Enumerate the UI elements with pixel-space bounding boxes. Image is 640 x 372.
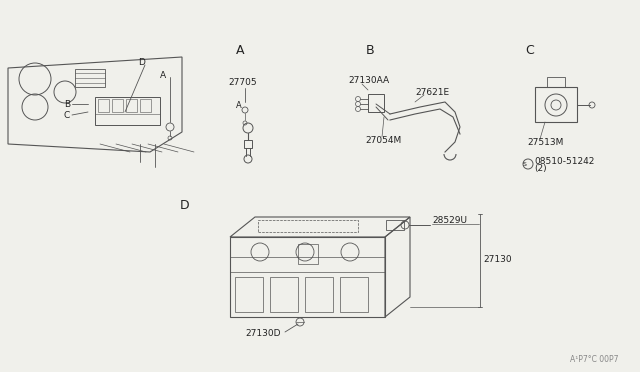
Bar — [270, 277, 298, 312]
Text: B: B — [365, 44, 374, 57]
Bar — [258, 220, 358, 232]
Bar — [98, 99, 109, 112]
Text: 28529U: 28529U — [432, 215, 467, 224]
Bar — [112, 99, 123, 112]
Text: D: D — [180, 199, 190, 212]
Text: 27130D: 27130D — [245, 330, 280, 339]
Bar — [535, 87, 577, 122]
Bar — [386, 220, 404, 230]
Bar — [95, 97, 160, 125]
Text: S: S — [523, 161, 527, 167]
Text: 27513M: 27513M — [527, 138, 563, 147]
Bar — [235, 277, 263, 312]
Bar — [298, 244, 318, 264]
Text: D: D — [138, 58, 145, 67]
Text: 27130: 27130 — [483, 256, 511, 264]
Text: C: C — [525, 44, 534, 57]
Bar — [244, 140, 252, 148]
Text: B: B — [64, 99, 70, 109]
Text: (2): (2) — [534, 164, 547, 173]
Bar — [305, 277, 333, 312]
Text: A: A — [236, 100, 242, 109]
Text: 27621E: 27621E — [415, 87, 449, 96]
Text: A: A — [160, 71, 166, 80]
Bar — [140, 99, 151, 112]
Bar — [340, 277, 368, 312]
Text: C: C — [64, 110, 70, 119]
Text: A: A — [236, 44, 244, 57]
Bar — [230, 237, 385, 317]
Bar — [75, 69, 105, 87]
Text: A¹P7°C 00P7: A¹P7°C 00P7 — [570, 356, 618, 365]
Text: 27130AA: 27130AA — [348, 76, 389, 84]
Bar — [126, 99, 137, 112]
Text: 27705: 27705 — [228, 77, 257, 87]
Bar — [547, 77, 565, 87]
Text: 08510-51242: 08510-51242 — [534, 157, 595, 166]
Bar — [368, 94, 384, 112]
Text: 27054M: 27054M — [365, 135, 401, 144]
